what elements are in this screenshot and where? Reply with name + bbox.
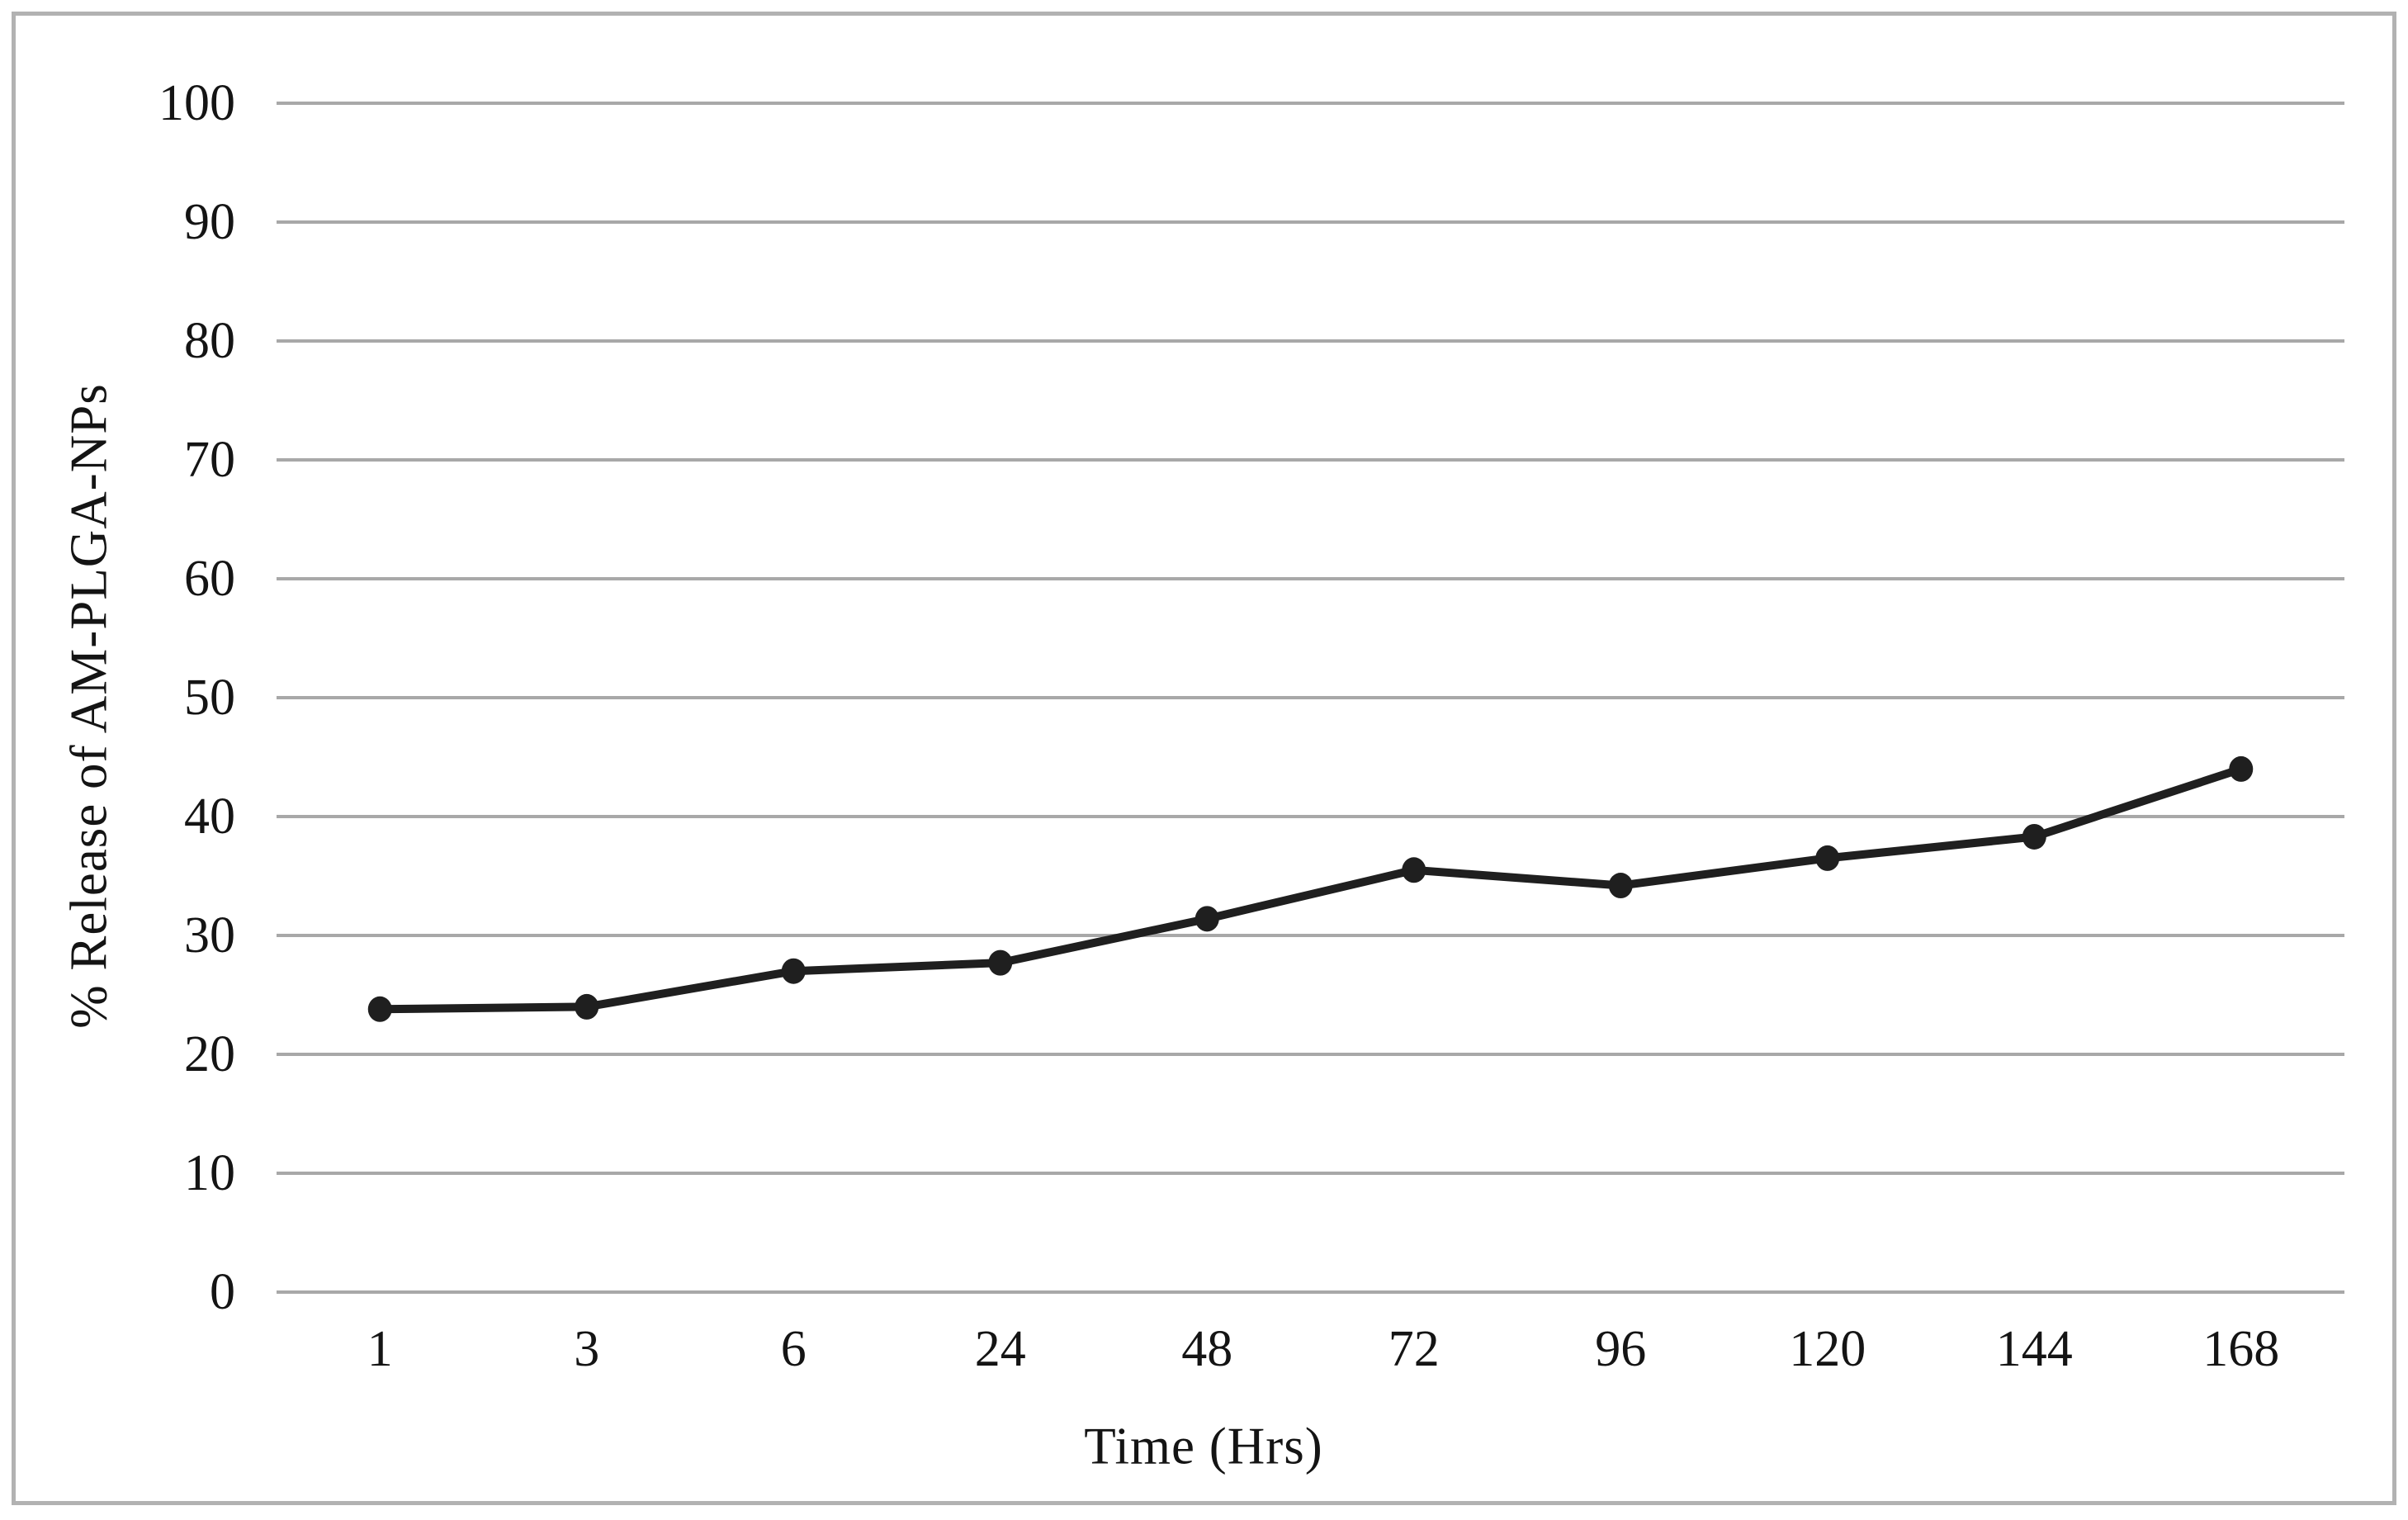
y-axis-title: % Release of AM-PLGA-NPs [59, 383, 118, 1029]
data-point-marker [2022, 823, 2046, 850]
y-tick-label: 60 [184, 551, 235, 607]
x-tick-label: 96 [1595, 1321, 1646, 1377]
y-tick-label: 90 [184, 194, 235, 250]
data-point-marker [575, 993, 599, 1020]
data-point-marker [2229, 755, 2254, 782]
y-tick-label: 20 [184, 1026, 235, 1082]
data-point-marker [1815, 845, 1840, 871]
x-tick-label: 24 [975, 1321, 1026, 1377]
y-tick-label: 80 [184, 313, 235, 369]
data-point-marker [1402, 857, 1426, 883]
x-tick-label: 72 [1389, 1321, 1440, 1377]
x-axis-title: Time (Hrs) [1084, 1417, 1323, 1475]
y-tick-label: 30 [184, 907, 235, 964]
data-point-marker [1195, 906, 1219, 932]
series-line [376, 765, 2245, 1014]
x-tick-label: 3 [574, 1321, 599, 1377]
y-tick-label: 50 [184, 670, 235, 726]
x-tick-label: 120 [1789, 1321, 1866, 1377]
y-tick-label: 0 [210, 1264, 235, 1320]
data-point-marker [988, 949, 1013, 976]
x-tick-label: 6 [781, 1321, 807, 1377]
x-tick-label: 48 [1181, 1321, 1232, 1377]
y-tick-label: 40 [184, 788, 235, 845]
x-tick-label: 144 [1996, 1321, 2073, 1377]
data-point-marker [781, 958, 806, 984]
x-tick-label: 1 [367, 1321, 393, 1377]
y-tick-label: 10 [184, 1145, 235, 1201]
y-tick-label: 70 [184, 432, 235, 488]
x-tick-label: 168 [2202, 1321, 2279, 1377]
data-point-marker [367, 996, 392, 1022]
y-tick-label: 100 [158, 75, 235, 131]
data-point-marker [1608, 873, 1633, 899]
